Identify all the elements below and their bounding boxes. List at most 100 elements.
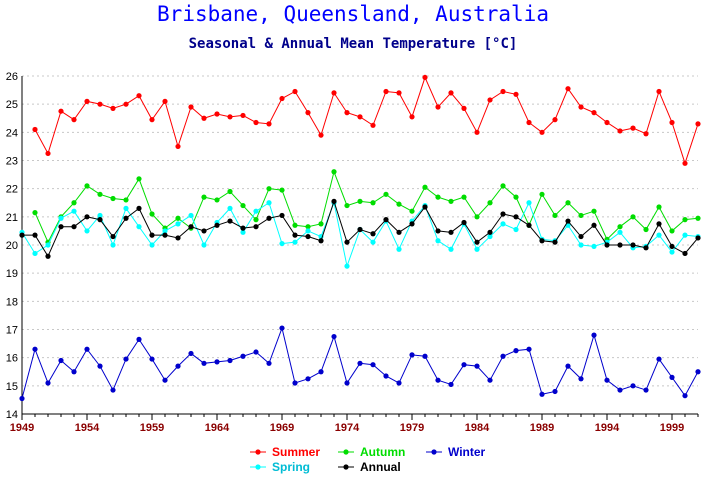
data-point	[630, 383, 636, 389]
data-point	[617, 242, 623, 248]
data-point	[123, 101, 129, 107]
data-point	[682, 250, 688, 257]
data-point	[695, 235, 701, 241]
data-point	[357, 198, 363, 204]
data-point	[214, 222, 220, 228]
data-point	[162, 98, 168, 104]
data-point	[97, 212, 103, 219]
data-point	[552, 117, 558, 123]
data-point	[240, 202, 246, 209]
data-point	[123, 197, 129, 203]
data-point	[513, 91, 519, 97]
data-point	[45, 380, 51, 386]
data-point	[604, 242, 610, 248]
data-point	[292, 222, 298, 228]
legend-item-winter: Winter	[426, 445, 486, 459]
data-point	[175, 363, 181, 369]
x-tick-label: 1989	[530, 422, 554, 434]
data-point	[682, 217, 688, 223]
data-point	[305, 224, 311, 230]
y-tick-label: 21	[6, 212, 18, 224]
data-point	[110, 387, 116, 393]
data-point	[292, 88, 298, 95]
data-point	[97, 101, 103, 107]
data-point	[448, 90, 454, 96]
data-point	[500, 88, 506, 95]
data-point	[656, 356, 662, 362]
data-point	[669, 249, 675, 255]
data-point	[305, 233, 311, 240]
data-point	[487, 97, 493, 103]
data-point	[162, 228, 168, 234]
data-point	[214, 111, 220, 117]
data-point	[149, 117, 155, 123]
data-point	[409, 114, 415, 120]
data-point	[682, 393, 688, 399]
data-point	[396, 246, 402, 252]
x-tick-label: 1969	[270, 422, 294, 434]
x-tick-label: 1959	[140, 422, 164, 434]
data-point	[396, 201, 402, 207]
data-point	[643, 131, 649, 137]
series-autumn	[32, 169, 701, 245]
data-point	[539, 191, 545, 197]
data-point	[279, 240, 285, 247]
data-point	[331, 90, 337, 96]
data-point	[188, 104, 194, 110]
data-point	[682, 160, 688, 166]
y-tick-label: 16	[6, 353, 18, 365]
legend-item-annual: Annual	[338, 460, 401, 474]
y-tick-label: 17	[6, 325, 18, 337]
data-point	[344, 239, 350, 245]
data-point	[435, 104, 441, 110]
data-point	[448, 246, 454, 252]
legend-item-autumn: Autumn	[338, 445, 405, 459]
y-tick-label: 22	[6, 184, 18, 196]
data-point	[435, 377, 441, 383]
data-point	[149, 232, 155, 238]
y-tick-label: 24	[6, 127, 18, 139]
data-point	[474, 363, 480, 369]
data-point	[370, 239, 376, 245]
legend-marker	[255, 449, 261, 455]
data-point	[136, 93, 142, 99]
x-tick-label: 1949	[10, 422, 34, 434]
data-point	[84, 346, 90, 352]
data-point	[409, 221, 415, 227]
data-point	[357, 360, 363, 366]
data-point	[97, 191, 103, 197]
data-point	[149, 211, 155, 217]
legend-marker	[255, 464, 261, 470]
x-tick-label: 1954	[75, 422, 100, 434]
data-point	[253, 217, 259, 223]
y-tick-label: 19	[6, 268, 18, 280]
data-point	[318, 369, 324, 375]
data-point	[175, 235, 181, 241]
data-point	[396, 90, 402, 96]
series-line	[34, 170, 699, 244]
data-point	[344, 202, 350, 209]
data-point	[136, 224, 142, 230]
data-point	[409, 208, 415, 214]
data-point	[656, 221, 662, 227]
data-point	[474, 246, 480, 252]
data-point	[123, 356, 129, 362]
data-point	[318, 132, 324, 138]
data-point	[669, 119, 675, 126]
data-point	[32, 210, 38, 216]
data-point	[513, 226, 519, 233]
data-point	[552, 212, 558, 219]
data-point	[461, 194, 467, 200]
data-point	[305, 110, 311, 116]
legend-marker	[431, 449, 437, 455]
data-point	[617, 224, 623, 230]
data-point	[474, 214, 480, 220]
data-point	[695, 215, 701, 221]
data-point	[110, 105, 116, 111]
data-point	[110, 242, 116, 248]
data-point	[578, 233, 584, 240]
data-point	[32, 250, 38, 257]
data-point	[643, 245, 649, 251]
data-point	[487, 233, 493, 240]
data-point	[617, 387, 623, 393]
